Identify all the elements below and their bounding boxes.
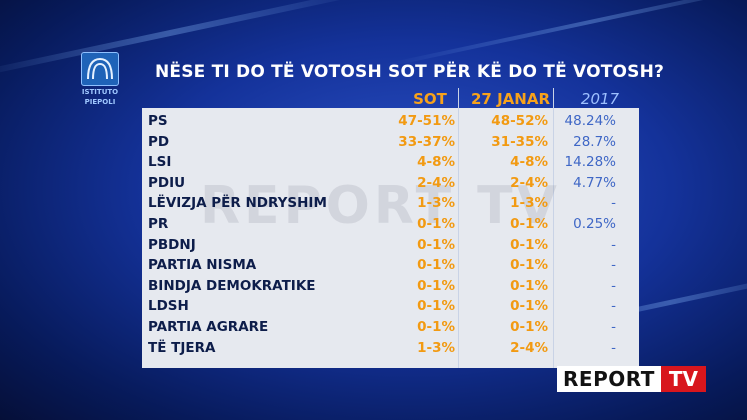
sot-value-cell: 47-51% [398,113,455,129]
year-2017-value-cell: 28.7% [573,133,616,150]
table-row: PARTIA AGRARE 0-1% 0-1% - [148,317,633,338]
january-value-cell: 0-1% [510,298,548,315]
sot-value-cell: 0-1% [417,236,455,253]
january-value-cell: 1-3% [510,195,548,212]
party-name-cell: PS [148,113,168,129]
january-value-cell: 0-1% [510,257,548,274]
table-row: BINDJA DEMOKRATIKE 0-1% 0-1% - [148,276,633,297]
party-name-cell: PD [148,133,170,150]
sot-value-cell: 0-1% [417,257,455,274]
party-name-cell: PARTIA NISMA [148,257,257,274]
table-row: PBDNJ 0-1% 0-1% - [148,235,633,256]
logo-line1: ISTITUTO [81,88,119,96]
party-name-cell: BINDJA DEMOKRATIKE [148,277,316,294]
january-value-cell: 48-52% [491,113,548,129]
january-value-cell: 31-35% [491,133,548,150]
table-row: PR 0-1% 0-1% 0.25% [148,214,633,235]
sot-value-cell: 0-1% [417,319,455,335]
year-2017-value-cell: - [611,319,616,335]
year-2017-value-cell: 48.24% [564,113,616,129]
january-value-cell: 2-4% [510,339,548,356]
brand-tv: TV [660,366,706,392]
party-name-cell: LËVIZJA PËR NDRYSHIM [148,195,327,212]
party-name-cell: PBDNJ [148,236,196,253]
party-name-cell: LSI [148,154,172,171]
sot-value-cell: 1-3% [417,195,455,212]
istituto-piepoli-logo: ISTITUTO PIEPOLI [80,52,120,106]
january-value-cell: 0-1% [510,236,548,253]
logo-arch-icon [81,52,119,86]
january-value-cell: 2-4% [510,174,548,191]
sot-value-cell: 4-8% [417,154,455,171]
logo-line2: PIEPOLI [84,98,116,106]
reporttv-watermark: REPORT TV [200,176,561,236]
table-row: LSI 4-8% 4-8% 14.28% [148,152,633,173]
chart-title: NËSE TI DO TË VOTOSH SOT PËR KË DO TË VO… [155,62,665,82]
party-name-cell: PARTIA AGRARE [148,319,269,335]
table-row: LDSH 0-1% 0-1% - [148,296,633,317]
year-2017-value-cell: - [611,339,616,356]
table-row: TË TJERA 1-3% 2-4% - [148,338,633,359]
table-row: PS 47-51% 48-52% 48.24% [148,111,633,132]
sot-value-cell: 0-1% [417,298,455,315]
table-row: PDIU 2-4% 2-4% 4.77% [148,173,633,194]
column-divider [458,88,459,368]
party-name-cell: PR [148,216,169,232]
table-row: PD 33-37% 31-35% 28.7% [148,132,633,153]
table-row: PARTIA NISMA 0-1% 0-1% - [148,255,633,276]
january-value-cell: 0-1% [510,216,548,232]
background-streak [384,0,747,68]
column-header-27-janar: 27 JANAR [471,90,550,108]
year-2017-value-cell: - [611,236,616,253]
column-header-2017: 2017 [580,90,620,108]
sot-value-cell: 33-37% [398,133,455,150]
brand-report: REPORT [557,366,661,392]
year-2017-value-cell: 14.28% [564,154,616,171]
january-value-cell: 0-1% [510,277,548,294]
table-row: LËVIZJA PËR NDRYSHIM 1-3% 1-3% - [148,193,633,214]
column-divider [553,88,554,368]
january-value-cell: 4-8% [510,154,548,171]
january-value-cell: 0-1% [510,319,548,335]
year-2017-value-cell: 4.77% [573,174,616,191]
year-2017-value-cell: - [611,277,616,294]
year-2017-value-cell: - [611,195,616,212]
sot-value-cell: 0-1% [417,277,455,294]
column-header-sot: SOT [413,90,447,108]
sot-value-cell: 1-3% [417,339,455,356]
year-2017-value-cell: - [611,298,616,315]
results-table-panel [142,108,639,368]
sot-value-cell: 0-1% [417,216,455,232]
party-name-cell: PDIU [148,174,186,191]
year-2017-value-cell: 0.25% [573,216,616,232]
year-2017-value-cell: - [611,257,616,274]
sot-value-cell: 2-4% [417,174,455,191]
reporttv-brand-logo: REPORT TV [557,366,706,392]
party-name-cell: TË TJERA [148,339,216,356]
party-name-cell: LDSH [148,298,189,315]
